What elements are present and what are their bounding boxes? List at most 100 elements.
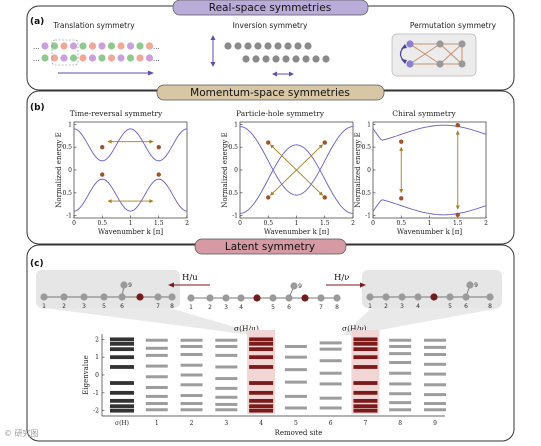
- eigenvalue-level: [145, 353, 168, 357]
- x-tick-label: σ(H): [115, 420, 129, 427]
- eigenvalue-level: [180, 353, 203, 356]
- lattice-site: [262, 55, 270, 63]
- eigenvalue-level: [145, 394, 168, 398]
- x-tick-label: 1.5: [453, 220, 463, 227]
- state-marker: [156, 172, 161, 177]
- arrow-head: [455, 205, 460, 210]
- left-zoom-wedge: [44, 308, 262, 335]
- watermark: © 研究图: [4, 429, 39, 438]
- inversion-vertical-arrow: [210, 35, 216, 67]
- ellipsis-right-bottom: ...: [153, 55, 160, 63]
- lattice-site: [98, 42, 106, 50]
- x-tick-label: 6: [329, 420, 333, 427]
- x-tick-label: 0: [72, 220, 76, 227]
- eigenvalue-level: [353, 408, 378, 413]
- x-tick-label: 0: [371, 220, 375, 227]
- eigenvalue-level: [284, 380, 307, 384]
- eigenvalue-level: [215, 395, 238, 399]
- node-label: u: [432, 294, 436, 301]
- eigenvalue-level: [249, 404, 274, 409]
- node-label: 9: [298, 283, 302, 290]
- x-tick-label: 2: [185, 220, 189, 227]
- plot-axes: [372, 121, 487, 219]
- node-label: ν: [138, 294, 142, 301]
- node-label: 5: [271, 304, 275, 311]
- y-tick-label: 0: [367, 167, 371, 174]
- node-label: 9: [474, 282, 478, 289]
- node-label: 5: [448, 303, 452, 310]
- eigenvalue-level: [180, 344, 203, 348]
- lattice-site: [79, 42, 87, 50]
- y-tick-label: 1: [95, 354, 99, 361]
- node-label: 2: [62, 303, 66, 310]
- arrow-to-right-inset: [326, 282, 366, 288]
- graph-node: [118, 293, 126, 301]
- eigenvalue-level: [215, 377, 238, 381]
- state-marker: [399, 139, 404, 144]
- lattice-site: [274, 42, 282, 50]
- node-label: 1: [189, 304, 193, 311]
- y-axis-label: Normalized energy E: [221, 132, 229, 207]
- eigenvalue-level: [110, 398, 134, 403]
- eigenvalue-level: [424, 383, 446, 387]
- eigenvalue-level: [424, 338, 446, 342]
- x-tick-label: 5: [294, 420, 298, 427]
- graph-node: [462, 293, 470, 301]
- real-space-banner: Real-space symmetries: [172, 0, 369, 16]
- state-marker: [266, 195, 271, 200]
- eigenvalue-level: [249, 381, 274, 385]
- node-label: 3: [400, 303, 404, 310]
- eigenvalue-level: [180, 338, 203, 342]
- y-tick-label: 1: [234, 121, 238, 128]
- eigenvalue-level: [215, 344, 238, 348]
- lattice-site: [126, 42, 135, 50]
- inset-right-graph: 9 1 2 3 4 u 5 6 8: [362, 270, 502, 310]
- latent-title: Latent symmetry: [225, 241, 315, 253]
- graph-node: [398, 293, 406, 301]
- lattice-site: [234, 42, 242, 50]
- y-tick-label: 0.5: [228, 144, 238, 151]
- graph-node: [366, 293, 374, 301]
- lattice-site: [145, 54, 154, 62]
- state-marker: [156, 144, 161, 150]
- x-tick-label: 2: [351, 220, 355, 227]
- eigenvalue-level: [249, 341, 274, 346]
- arrow-head: [318, 191, 323, 196]
- graph-node: [60, 293, 68, 301]
- ellipsis-left-bottom: ...: [33, 55, 40, 63]
- lattice-site: [126, 54, 135, 62]
- state-marker: [322, 140, 327, 145]
- graph-node: [237, 294, 245, 302]
- eigenvalue-level: [110, 347, 134, 352]
- energy-band: [73, 128, 188, 162]
- eigenvalue-level: [353, 341, 378, 346]
- eigenvalue-level: [215, 386, 238, 390]
- arrow-to-left-inset: [168, 282, 210, 288]
- x-tick-label: 1.5: [320, 220, 330, 227]
- state-marker: [455, 212, 460, 217]
- lattice-site: [41, 42, 49, 50]
- permutation-graph: [391, 33, 477, 77]
- eigenvalue-level: [110, 341, 134, 346]
- arrow-head: [107, 139, 112, 144]
- graph-node: [285, 294, 293, 302]
- lattice-site: [292, 55, 300, 63]
- eigenvalue-level: [353, 347, 378, 352]
- inset-background: [36, 270, 180, 308]
- y-tick-label: -1: [365, 213, 371, 220]
- lattice-site: [41, 54, 49, 62]
- node-label: 7: [156, 303, 160, 310]
- arrow-head: [270, 144, 275, 149]
- graph-node: [486, 293, 494, 301]
- x-tick-label: 7: [364, 420, 368, 427]
- eigenvalue-level: [110, 404, 134, 409]
- graph-node: [382, 293, 390, 301]
- state-marker: [455, 123, 460, 128]
- lattice-site: [252, 55, 260, 63]
- eigenvalue-level: [215, 338, 238, 342]
- node-label: 6: [464, 303, 468, 310]
- graph-node: [301, 294, 309, 302]
- eigenvalue-level: [319, 382, 342, 386]
- y-tick-label: -2: [93, 408, 99, 415]
